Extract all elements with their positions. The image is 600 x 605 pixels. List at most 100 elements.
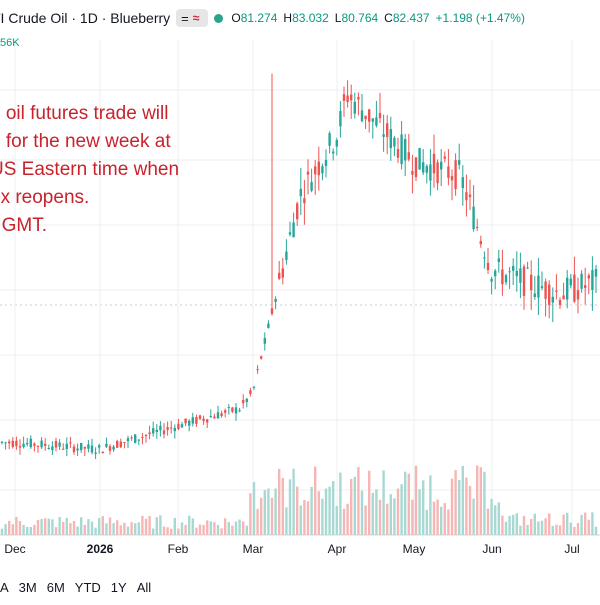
- volume-bar: [191, 518, 194, 535]
- volume-bar: [422, 480, 425, 535]
- candle-body: [414, 157, 418, 178]
- volume-bar: [270, 497, 274, 535]
- symbol-title[interactable]: TI Crude Oil · 1D · Blueberry: [0, 10, 171, 26]
- low-label: L: [334, 11, 342, 25]
- volume-bar: [69, 523, 72, 535]
- candle-body: [90, 445, 94, 453]
- volume-bar: [400, 484, 403, 535]
- candle-body: [483, 257, 486, 259]
- candle-body: [576, 290, 580, 300]
- candle-body: [83, 447, 86, 449]
- candle-body: [159, 425, 162, 431]
- volume-bar: [479, 467, 482, 535]
- candle-body: [569, 278, 572, 286]
- candle-body: [299, 188, 302, 197]
- volume-bar: [418, 489, 421, 535]
- timeframe-partial[interactable]: A: [0, 579, 9, 595]
- volume-bar: [551, 525, 554, 535]
- volume-bar: [47, 518, 50, 535]
- volume-bar: [378, 499, 382, 535]
- volume-bar: [126, 526, 130, 535]
- candle-body: [47, 448, 50, 450]
- volume-bar: [116, 520, 119, 535]
- candle-body: [33, 443, 36, 446]
- volume-bar: [591, 512, 594, 535]
- candle-body: [476, 226, 479, 228]
- volume-bar: [414, 465, 418, 535]
- candle-body: [555, 290, 558, 292]
- candle-body: [458, 160, 461, 165]
- volume-bar: [504, 521, 508, 535]
- candle-body: [76, 448, 79, 451]
- volume-bar: [486, 508, 490, 535]
- volume-bar: [112, 523, 115, 535]
- volume-bar: [108, 517, 112, 535]
- candle-body: [544, 281, 547, 299]
- volume-bar: [54, 527, 58, 535]
- candle-body: [497, 258, 500, 262]
- candle-body: [450, 176, 454, 181]
- volume-bar: [461, 465, 464, 535]
- candle-body: [436, 162, 439, 184]
- candle-body: [206, 419, 209, 423]
- candle-body: [216, 412, 220, 419]
- candle-body: [364, 115, 367, 120]
- volume-bar: [386, 503, 389, 535]
- candle-body: [494, 270, 497, 277]
- volume-bar: [450, 478, 454, 535]
- timeframe-all[interactable]: All: [136, 579, 152, 595]
- candle-body: [108, 446, 112, 451]
- volume-bar: [281, 478, 284, 535]
- x-axis-label: 2026: [87, 542, 114, 556]
- volume-bar: [429, 475, 432, 535]
- volume-bar: [443, 503, 446, 535]
- ohlc-readout: O81.274 H83.032 L80.764 C82.437 +1.198 (…: [231, 11, 525, 25]
- x-axis-label: Jun: [482, 542, 501, 556]
- candle-body: [177, 423, 180, 430]
- candle-body: [260, 356, 263, 359]
- candle-body: [468, 194, 472, 198]
- volume-bar: [407, 473, 410, 535]
- volume-bar: [155, 517, 158, 535]
- indicator-toggle-pill[interactable]: = ≈: [176, 9, 209, 27]
- volume-bar: [33, 524, 36, 535]
- candle-body: [551, 296, 554, 303]
- candle-body: [353, 101, 356, 114]
- volume-bar: [123, 522, 126, 535]
- close-value: 82.437: [392, 11, 430, 25]
- candlesticks: [0, 73, 598, 460]
- pill-left-icon[interactable]: =: [181, 10, 189, 26]
- timeframe-1y[interactable]: 1Y: [110, 579, 127, 595]
- volume-bar: [396, 488, 400, 535]
- candle-body: [440, 161, 443, 170]
- candle-body: [62, 448, 65, 450]
- volume-bar: [249, 493, 252, 535]
- volume-bar: [252, 482, 256, 535]
- volume-bar: [195, 527, 198, 535]
- volume-bar: [447, 509, 450, 535]
- candle-body: [242, 400, 245, 404]
- volume-bar: [472, 498, 475, 535]
- timeframe-6m[interactable]: 6M: [46, 579, 65, 595]
- candle-body: [252, 386, 256, 388]
- candle-body: [245, 398, 248, 403]
- candle-body: [375, 117, 378, 126]
- timeframe-3m[interactable]: 3M: [18, 579, 37, 595]
- volume-bar: [497, 502, 500, 535]
- volume-bar: [454, 470, 457, 535]
- candle-body: [562, 295, 565, 300]
- candle-body: [357, 96, 360, 100]
- volume-bar: [152, 528, 155, 535]
- volume-bar: [144, 518, 148, 535]
- candle-body: [249, 390, 252, 394]
- candle-body: [465, 192, 468, 201]
- volume-bar: [224, 518, 227, 535]
- volume-bar: [306, 501, 310, 535]
- volume-bar: [580, 514, 583, 535]
- timeframe-ytd[interactable]: YTD: [74, 579, 101, 595]
- volume-bar: [36, 520, 40, 535]
- candle-body: [141, 436, 144, 438]
- candle-body: [227, 407, 230, 409]
